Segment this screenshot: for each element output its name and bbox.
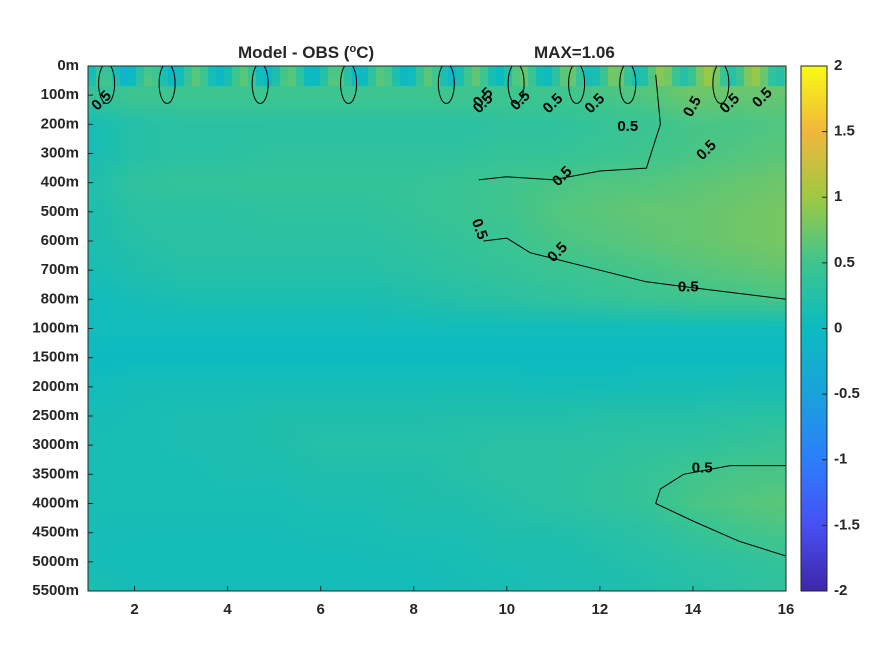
contour-lines <box>98 66 786 557</box>
y-tick-label: 0m <box>57 57 79 74</box>
contour-label: 0.5 <box>692 459 713 476</box>
y-tick-label: 700m <box>41 261 79 278</box>
max-label: MAX=1.06 <box>534 43 615 62</box>
contour-label: 0.5 <box>468 216 491 241</box>
y-tick-label: 4000m <box>32 494 79 511</box>
y-tick-label: 400m <box>41 174 79 191</box>
contour-line <box>568 66 586 104</box>
y-tick-label: 600m <box>41 232 79 249</box>
y-tick-label: 5000m <box>32 553 79 570</box>
x-tick-label: 6 <box>316 601 324 618</box>
contour-line <box>437 66 455 104</box>
y-tick-label: 3000m <box>32 436 79 453</box>
contour-line <box>251 66 269 104</box>
contour-line <box>478 74 661 181</box>
colorbar-tick-label: 1.5 <box>834 123 855 140</box>
x-tick-label: 4 <box>223 601 232 618</box>
y-tick-label: 300m <box>41 144 79 161</box>
colorbar-tick-label: 2 <box>834 57 842 74</box>
y-axis: 0m 100m 200m 300m 400m 500m 600m 700m 800m 1000m 1… <box>32 57 93 599</box>
contour-line <box>655 465 786 557</box>
colorbar-tick-label: -0.5 <box>834 385 860 402</box>
y-tick-label: 2000m <box>32 378 79 395</box>
colorbar-tick-label: -1.5 <box>834 516 860 533</box>
x-tick-label: 10 <box>498 601 515 618</box>
chart-title: Model - OBS (oC) <box>238 43 374 62</box>
contour-line <box>712 66 730 104</box>
x-tick-label: 14 <box>685 601 702 618</box>
colorbar-tick-label: 1 <box>834 188 842 205</box>
x-tick-label: 2 <box>130 601 138 618</box>
contour-line <box>340 66 358 104</box>
y-tick-label: 100m <box>41 86 79 103</box>
contour-label: 0.5 <box>617 118 638 135</box>
colorbar-tick-label: -1 <box>834 451 847 468</box>
contour-line <box>507 66 525 104</box>
heatmap-field <box>88 66 786 591</box>
x-axis: 2 4 6 8 10 12 14 16 <box>130 586 794 618</box>
colorbar-tick-label: 0.5 <box>834 254 855 271</box>
y-tick-label: 200m <box>41 115 79 132</box>
colorbar-tick-label: -2 <box>834 582 847 599</box>
colorbar-tick-label: 0 <box>834 319 842 336</box>
y-tick-label: 3500m <box>32 465 79 482</box>
contour-line <box>98 66 116 104</box>
y-tick-label: 4500m <box>32 524 79 541</box>
y-tick-label: 2500m <box>32 407 79 424</box>
x-tick-label: 16 <box>778 601 795 618</box>
x-tick-label: 12 <box>592 601 609 618</box>
contour-label: 0.5 <box>678 279 699 296</box>
y-tick-label: 800m <box>41 290 79 307</box>
contour-line <box>483 237 786 300</box>
contour-line <box>158 66 176 104</box>
y-tick-label: 1000m <box>32 319 79 336</box>
contour-line <box>619 66 637 104</box>
y-tick-label: 1500m <box>32 349 79 366</box>
colorbar-ticks: 2 1.5 1 0.5 0 -0.5 -1 -1.5 -2 <box>822 57 860 599</box>
y-tick-label: 5500m <box>32 582 79 599</box>
y-tick-label: 500m <box>41 203 79 220</box>
x-tick-label: 8 <box>410 601 418 618</box>
